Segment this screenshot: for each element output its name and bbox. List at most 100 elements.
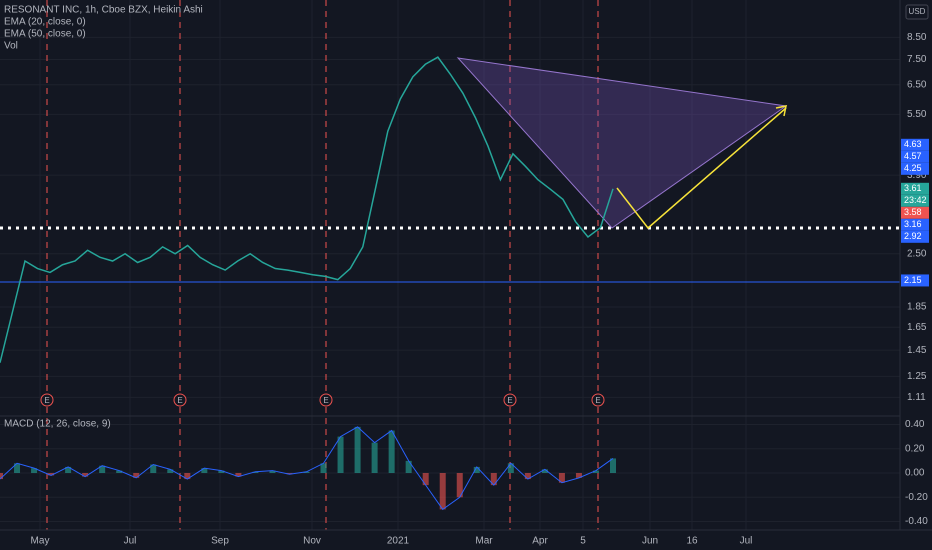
macd-histogram xyxy=(48,473,55,476)
time-label: Mar xyxy=(475,536,493,547)
macd-histogram xyxy=(524,473,531,480)
macd-histogram xyxy=(490,473,497,486)
price-tick-label: 7.50 xyxy=(907,54,927,65)
price-badge-label: 4.57 xyxy=(904,151,922,161)
macd-histogram xyxy=(473,466,480,473)
macd-histogram xyxy=(184,473,191,480)
currency[interactable]: USD xyxy=(909,7,926,16)
indicator-label: EMA (20, close, 0) xyxy=(4,17,86,28)
price-tick-label: 1.11 xyxy=(907,392,926,403)
price-tick-label: 3.90 xyxy=(907,170,927,181)
price-badge xyxy=(901,274,929,287)
earnings-marker xyxy=(319,393,333,407)
time-label: Jun xyxy=(642,536,658,547)
macd-histogram xyxy=(439,473,446,510)
price-badge xyxy=(901,162,929,175)
earnings-marker xyxy=(503,393,517,407)
macd-histogram xyxy=(541,469,548,473)
price-tick-label: 2.50 xyxy=(907,248,927,259)
price-badge-label: 23:42 xyxy=(904,195,927,205)
time-label: Jul xyxy=(740,536,753,547)
arrow-head xyxy=(775,105,787,117)
macd-tick-label: 0.00 xyxy=(905,468,925,479)
macd-histogram xyxy=(235,473,242,477)
macd-tick-label: -0.20 xyxy=(905,492,928,503)
price-badge xyxy=(901,182,929,195)
macd-histogram xyxy=(252,471,259,473)
price-badge-label: 2.92 xyxy=(904,231,922,241)
macd-histogram xyxy=(422,473,429,486)
macd-histogram xyxy=(558,473,565,483)
macd-histogram xyxy=(14,463,21,473)
earnings-label: E xyxy=(44,396,49,405)
macd-tick-label: -0.40 xyxy=(905,516,928,527)
macd-histogram xyxy=(405,460,412,473)
time-label: 2021 xyxy=(387,536,410,547)
earnings-lines xyxy=(46,0,599,530)
price-tick-label: 1.65 xyxy=(907,322,927,333)
macd-histogram xyxy=(218,470,225,473)
macd-histogram xyxy=(303,471,310,473)
macd-histogram xyxy=(575,473,582,478)
price-badge-label: 3.16 xyxy=(904,219,922,229)
price-badge xyxy=(901,150,929,163)
price-badge xyxy=(901,230,929,243)
time-label: 5 xyxy=(580,536,586,547)
price-badge-label: 4.25 xyxy=(904,163,922,173)
macd-histogram xyxy=(99,465,106,473)
earnings-label: E xyxy=(507,396,512,405)
price-tick-label: 1.85 xyxy=(907,302,927,313)
time-label: Sep xyxy=(211,536,229,547)
price-badge-label: 3.58 xyxy=(904,207,922,217)
earnings-label: E xyxy=(595,396,600,405)
time-label: Jul xyxy=(124,536,137,547)
price-badge xyxy=(901,218,929,231)
time-label: Apr xyxy=(532,536,548,547)
macd-line xyxy=(0,426,614,511)
macd-histogram xyxy=(456,473,463,498)
macd-tick-label: 0.40 xyxy=(905,419,925,430)
macd-histogram xyxy=(65,466,72,473)
macd-histogram xyxy=(0,473,3,480)
marks xyxy=(0,56,616,511)
projection-arrow xyxy=(616,107,787,230)
price-tick-label: 5.50 xyxy=(907,109,927,120)
price-badge xyxy=(901,138,929,151)
grid xyxy=(0,0,900,530)
currency-box[interactable] xyxy=(905,4,929,20)
macd-histogram xyxy=(201,468,208,473)
earnings-marker xyxy=(173,393,187,407)
macd-histogram xyxy=(610,458,616,473)
macd-histogram xyxy=(286,473,293,475)
macd-histogram xyxy=(150,464,157,473)
triangle-pattern xyxy=(456,57,788,229)
macd-histogram xyxy=(354,426,361,473)
macd-histogram xyxy=(592,470,599,473)
indicator-label: EMA (50, close, 0) xyxy=(4,29,86,40)
macd-histogram xyxy=(337,436,344,473)
macd-histogram xyxy=(371,442,378,473)
macd-title: MACD (12, 26, close, 9) xyxy=(4,419,111,430)
indicator-label: Vol xyxy=(4,41,18,52)
price-tick-label: 1.45 xyxy=(907,345,927,356)
price-tick-label: 6.50 xyxy=(907,79,927,90)
macd-histogram xyxy=(320,463,327,473)
time-label: Nov xyxy=(303,536,321,547)
macd-histogram xyxy=(167,469,174,473)
macd-histogram xyxy=(116,470,123,473)
price-line xyxy=(0,56,614,363)
macd-histogram xyxy=(507,463,514,473)
price-badge xyxy=(901,206,929,219)
price-badge-label: 2.15 xyxy=(904,275,922,285)
time-label: 16 xyxy=(686,536,698,547)
macd-histogram xyxy=(388,430,395,473)
price-badge xyxy=(901,194,929,207)
time-label: May xyxy=(31,536,50,547)
macd-histogram xyxy=(82,473,89,477)
macd-tick-label: 0.20 xyxy=(905,443,925,454)
symbol-title: RESONANT INC, 1h, Cboe BZX, Heikin Ashi xyxy=(4,5,203,16)
earnings-marker xyxy=(591,393,605,407)
earnings-marker xyxy=(40,393,54,407)
